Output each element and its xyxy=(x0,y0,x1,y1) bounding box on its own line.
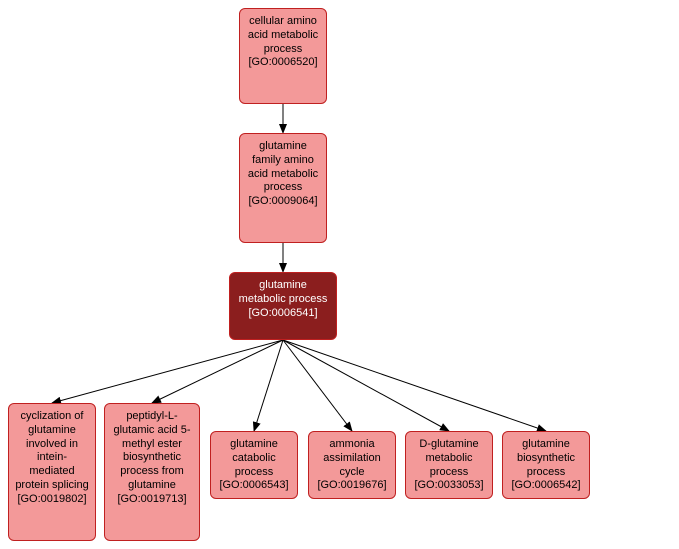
graph-node[interactable]: cyclization of glutamine involved in int… xyxy=(8,403,96,541)
graph-node-label: ammonia assimilation cycle [GO:0019676] xyxy=(317,438,386,491)
graph-node[interactable]: peptidyl-L-glutamic acid 5-methyl ester … xyxy=(104,403,200,541)
graph-node-label: peptidyl-L-glutamic acid 5-methyl ester … xyxy=(113,410,190,505)
graph-edge xyxy=(254,340,283,431)
graph-node-label: D-glutamine metabolic process [GO:003305… xyxy=(414,438,483,491)
graph-node-label: cellular amino acid metabolic process [G… xyxy=(248,15,318,68)
graph-edge xyxy=(283,340,546,431)
graph-edge xyxy=(283,340,352,431)
graph-edge xyxy=(152,340,283,403)
graph-node-label: glutamine family amino acid metabolic pr… xyxy=(248,140,318,207)
graph-edge xyxy=(283,340,449,431)
graph-node[interactable]: ammonia assimilation cycle [GO:0019676] xyxy=(308,431,396,499)
graph-node[interactable]: D-glutamine metabolic process [GO:003305… xyxy=(405,431,493,499)
graph-edge xyxy=(52,340,283,403)
graph-node-label: glutamine biosynthetic process [GO:00065… xyxy=(511,438,580,491)
graph-node[interactable]: glutamine metabolic process [GO:0006541] xyxy=(229,272,337,340)
graph-node[interactable]: glutamine family amino acid metabolic pr… xyxy=(239,133,327,243)
graph-node-label: glutamine metabolic process [GO:0006541] xyxy=(239,279,328,319)
graph-node[interactable]: glutamine catabolic process [GO:0006543] xyxy=(210,431,298,499)
graph-node-label: cyclization of glutamine involved in int… xyxy=(15,410,88,505)
graph-node[interactable]: glutamine biosynthetic process [GO:00065… xyxy=(502,431,590,499)
graph-node[interactable]: cellular amino acid metabolic process [G… xyxy=(239,8,327,104)
graph-node-label: glutamine catabolic process [GO:0006543] xyxy=(219,438,288,491)
